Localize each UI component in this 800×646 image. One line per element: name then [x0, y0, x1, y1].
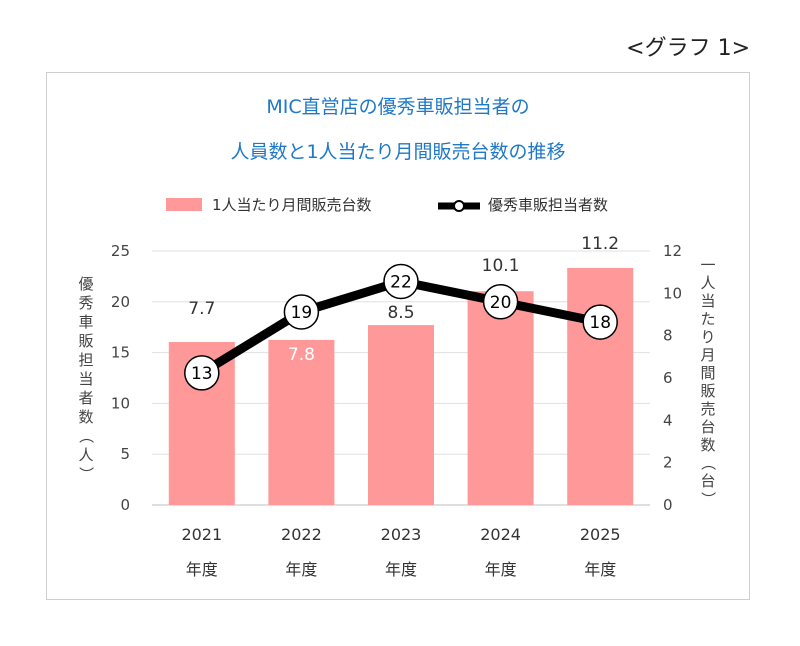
right-axis-tick-label: 2: [663, 454, 673, 472]
x-axis-tick-label: 2022: [281, 525, 322, 544]
bar-data-label: 11.2: [581, 234, 619, 254]
line-point-marker: [283, 294, 320, 330]
right-axis-tick-label: 4: [663, 411, 673, 429]
left-axis-tick-label: 20: [111, 293, 130, 311]
right-axis-title-char: 販: [700, 382, 715, 400]
right-axis-title-char: ）: [699, 491, 717, 506]
x-axis-tick-suffix: 年度: [485, 560, 517, 579]
left-axis-tick-label: 10: [111, 394, 130, 412]
axes-layer: 05101520250246810122021年度2022年度2023年度202…: [77, 242, 717, 579]
bar-label-layer: 7.7 7.8 8.5 10.1 11.2: [188, 234, 619, 365]
legend-line-label: 優秀車販担当者数: [488, 196, 608, 214]
left-axis-title-char: 数: [78, 408, 93, 426]
line-data-label: 13: [191, 364, 213, 384]
left-axis-title-char: 当: [78, 370, 93, 388]
line-point-marker: [482, 284, 519, 320]
right-axis-title-char: 当: [700, 292, 715, 310]
x-axis-tick-label: 2024: [480, 525, 521, 544]
chart-title: MIC直営店の優秀車販担当者の: [266, 96, 529, 118]
left-axis-tick-label: 5: [120, 445, 130, 463]
right-axis-title-char: 月: [700, 346, 715, 364]
legend-line-marker: [453, 200, 465, 212]
right-axis-title-char: （: [699, 455, 717, 470]
right-axis-tick-label: 8: [663, 327, 673, 345]
left-axis-title-char: 優: [78, 275, 93, 293]
legend-bar-swatch: [166, 198, 202, 211]
x-axis-tick-suffix: 年度: [385, 560, 417, 579]
right-axis-title-char: 台: [700, 472, 715, 490]
left-axis-title-char: 者: [78, 389, 93, 407]
right-axis-title-char: た: [700, 310, 715, 328]
line-point-marker: [383, 263, 419, 300]
chart-frame: [46, 72, 750, 600]
x-axis-tick-suffix: 年度: [584, 560, 616, 579]
line-point-marker: [582, 304, 618, 340]
left-axis-title-char: ）: [77, 466, 95, 481]
bar-data-label: 7.8: [288, 345, 315, 365]
line-point-marker: [184, 355, 220, 391]
line-layer: 13 19 22 20 18: [184, 263, 618, 391]
right-axis-title-char: 数: [700, 436, 715, 454]
line-data-label: 20: [490, 293, 512, 313]
bar-data-label: 8.5: [387, 303, 414, 323]
legend-bar-label: 1人当たり月間販売台数: [212, 196, 372, 214]
x-axis-tick-label: 2023: [381, 525, 422, 544]
bar: [268, 339, 335, 505]
left-axis-tick-label: 0: [120, 496, 130, 514]
bar: [368, 325, 434, 505]
right-axis-tick-label: 0: [663, 496, 673, 514]
bar-data-label: 7.7: [188, 299, 215, 319]
right-axis-title-char: 一: [700, 256, 715, 274]
bar: [467, 291, 534, 505]
bar: [567, 267, 634, 505]
right-axis-title-char: り: [700, 328, 715, 346]
line-data-label: 22: [390, 272, 412, 292]
right-axis-title-char: 間: [700, 364, 715, 382]
right-axis-tick-label: 12: [663, 242, 682, 260]
left-axis-title-char: 担: [78, 351, 93, 369]
right-axis-title-char: 売: [700, 400, 715, 418]
graph-label: <グラフ 1>: [626, 36, 750, 61]
line-data-label: 18: [589, 313, 611, 333]
right-axis-tick-label: 10: [663, 284, 682, 302]
line-data-label: 19: [291, 303, 313, 323]
left-axis-title-char: （: [77, 428, 95, 443]
right-axis-title-char: 人: [700, 274, 715, 292]
left-axis-tick-label: 15: [111, 344, 130, 362]
left-axis-title-char: 車: [78, 313, 93, 331]
x-axis-tick-suffix: 年度: [186, 560, 218, 579]
chart-subtitle: 人員数と1人当たり月間販売台数の推移: [230, 141, 565, 163]
right-axis-title-char: 台: [700, 418, 715, 436]
bar-data-label: 10.1: [482, 256, 520, 276]
left-axis-title-char: 秀: [78, 294, 93, 312]
x-axis-tick-suffix: 年度: [285, 560, 317, 579]
x-axis-tick-label: 2021: [181, 525, 222, 544]
right-axis-tick-label: 6: [663, 369, 673, 387]
left-axis-tick-label: 25: [111, 242, 130, 260]
x-axis-tick-label: 2025: [580, 525, 621, 544]
left-axis-title-char: 人: [78, 446, 93, 464]
left-axis-title-char: 販: [78, 332, 93, 350]
